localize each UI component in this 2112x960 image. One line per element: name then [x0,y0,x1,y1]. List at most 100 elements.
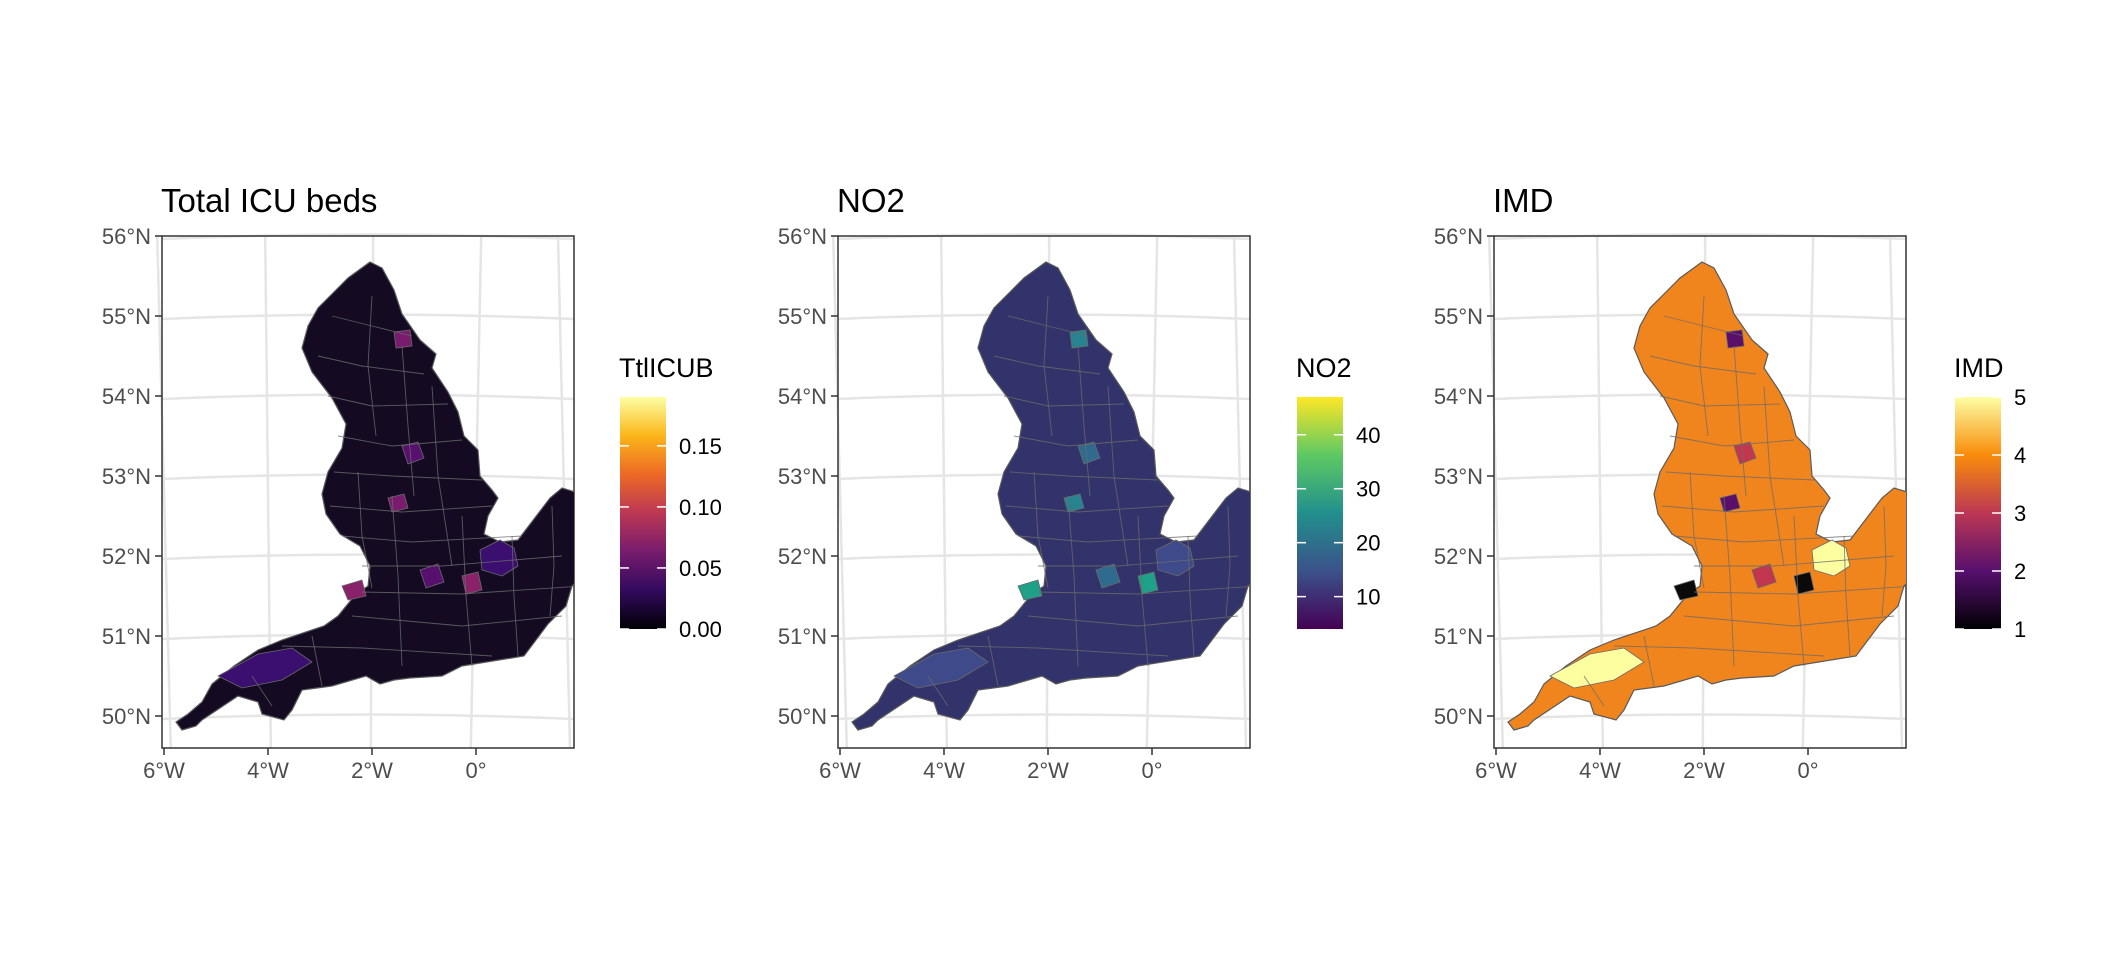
lat-tick-label: 51°N [102,624,151,649]
district-border [1038,555,1239,567]
district-border [1107,385,1129,567]
district-border [1659,395,1781,407]
district-border [1881,505,1887,617]
legend-title: TtlICUB [619,353,714,383]
lon-tick-label: 0° [465,758,486,783]
legend-tick-label: 0.15 [679,434,722,459]
district-border [1007,315,1089,337]
lon-tick-label: 4°W [1579,758,1621,783]
panel-imd: IMD 56°N 55°N 54°N 53°N 52°N 51°N 50°N 6°W 4°W 2°… [1434,182,1907,783]
district-border [1005,505,1169,513]
panel-body: 56°N 55°N 54°N 53°N 52°N 51°N 50°N 6°W 4°W 2°W 0° [1434,224,1907,783]
district-region [893,647,989,689]
district-border [362,555,563,567]
district-border [361,586,574,595]
lat-tick-label: 51°N [1434,624,1483,649]
district-border [401,345,415,497]
district-border [549,505,555,617]
lon-tick-label: 0° [1141,758,1162,783]
district-border [1669,435,1795,447]
district-border [1793,515,1805,667]
district-border [337,435,463,447]
district-border [1009,471,1159,481]
lat-tick-label: 53°N [778,464,827,489]
district-border [927,675,949,707]
district-region [1549,647,1645,689]
england-map [175,261,574,731]
legend-tick-label: 5 [2014,385,2026,410]
lat-tick-label: 54°N [102,384,151,409]
district-border [1689,471,1705,589]
district-border [461,515,473,667]
district-region [1733,441,1757,465]
district-border [1649,355,1757,375]
district-border [367,295,377,437]
district-border [327,395,449,407]
lat-tick-label: 56°N [778,224,827,249]
district-region [461,571,483,595]
graticule-parallel [837,713,1251,721]
district-region [393,329,413,349]
district-region [1069,329,1089,349]
district-border [511,535,519,657]
district-border [329,505,493,513]
graticule-parallel [837,233,1251,241]
district-border [993,355,1101,375]
graticule-meridian [155,235,173,749]
district-border [1003,395,1125,407]
legend-tick-label: 0.10 [679,495,722,520]
lon-tick-label: 2°W [1683,758,1725,783]
country-outline [851,261,1250,731]
district-border [1017,535,1199,543]
lat-tick-label: 52°N [778,544,827,569]
district-border [357,471,373,589]
district-region [1137,571,1159,595]
legend-title: IMD [1954,353,2004,383]
lon-tick-label: 2°W [1027,758,1069,783]
district-border [311,635,323,687]
lat-tick-label: 56°N [1434,224,1483,249]
legend-tick-label: 40 [1356,423,1380,448]
district-border [1683,615,1895,627]
lat-tick-label: 51°N [778,624,827,649]
district-region [1793,571,1815,595]
district-region [479,539,519,577]
district-border [1043,295,1053,437]
district-border [391,495,403,667]
district-border [333,471,483,481]
district-region [1673,579,1699,601]
panel-body: 56°N 55°N 54°N 53°N 52°N 51°N 50°N 6°W 4°W 2°W 0° [102,224,575,783]
district-border [1187,535,1195,657]
lon-tick-label: 4°W [923,758,965,783]
district-border [1763,385,1785,567]
lat-tick-label: 50°N [1434,704,1483,729]
lat-tick-label: 52°N [102,544,151,569]
district-region [1811,539,1851,577]
lat-tick-label: 55°N [778,304,827,329]
district-border [1033,471,1049,589]
district-border [1673,535,1855,543]
graticule-parallel [161,233,575,241]
lon-tick-label: 4°W [247,758,289,783]
panel-title: Total ICU beds [161,182,377,219]
graticule-parallel [1493,713,1907,721]
lat-tick-label: 52°N [1434,544,1483,569]
district-region [217,647,313,689]
graticule-meridian [1487,235,1505,749]
lat-tick-label: 55°N [102,304,151,329]
graticule-parallel [1493,233,1907,241]
legend-tick-label: 10 [1356,585,1380,610]
district-border [317,355,425,375]
england-map [851,261,1250,731]
district-region [1725,329,1745,349]
district-border [351,615,563,627]
lat-tick-label: 53°N [102,464,151,489]
lat-tick-label: 55°N [1434,304,1483,329]
legend-tick-label: 3 [2014,501,2026,526]
district-border [251,675,273,707]
lat-tick-label: 56°N [102,224,151,249]
district-border [1699,295,1709,437]
district-border [1013,435,1139,447]
district-border [1613,645,1825,657]
panel-title: NO2 [837,182,905,219]
